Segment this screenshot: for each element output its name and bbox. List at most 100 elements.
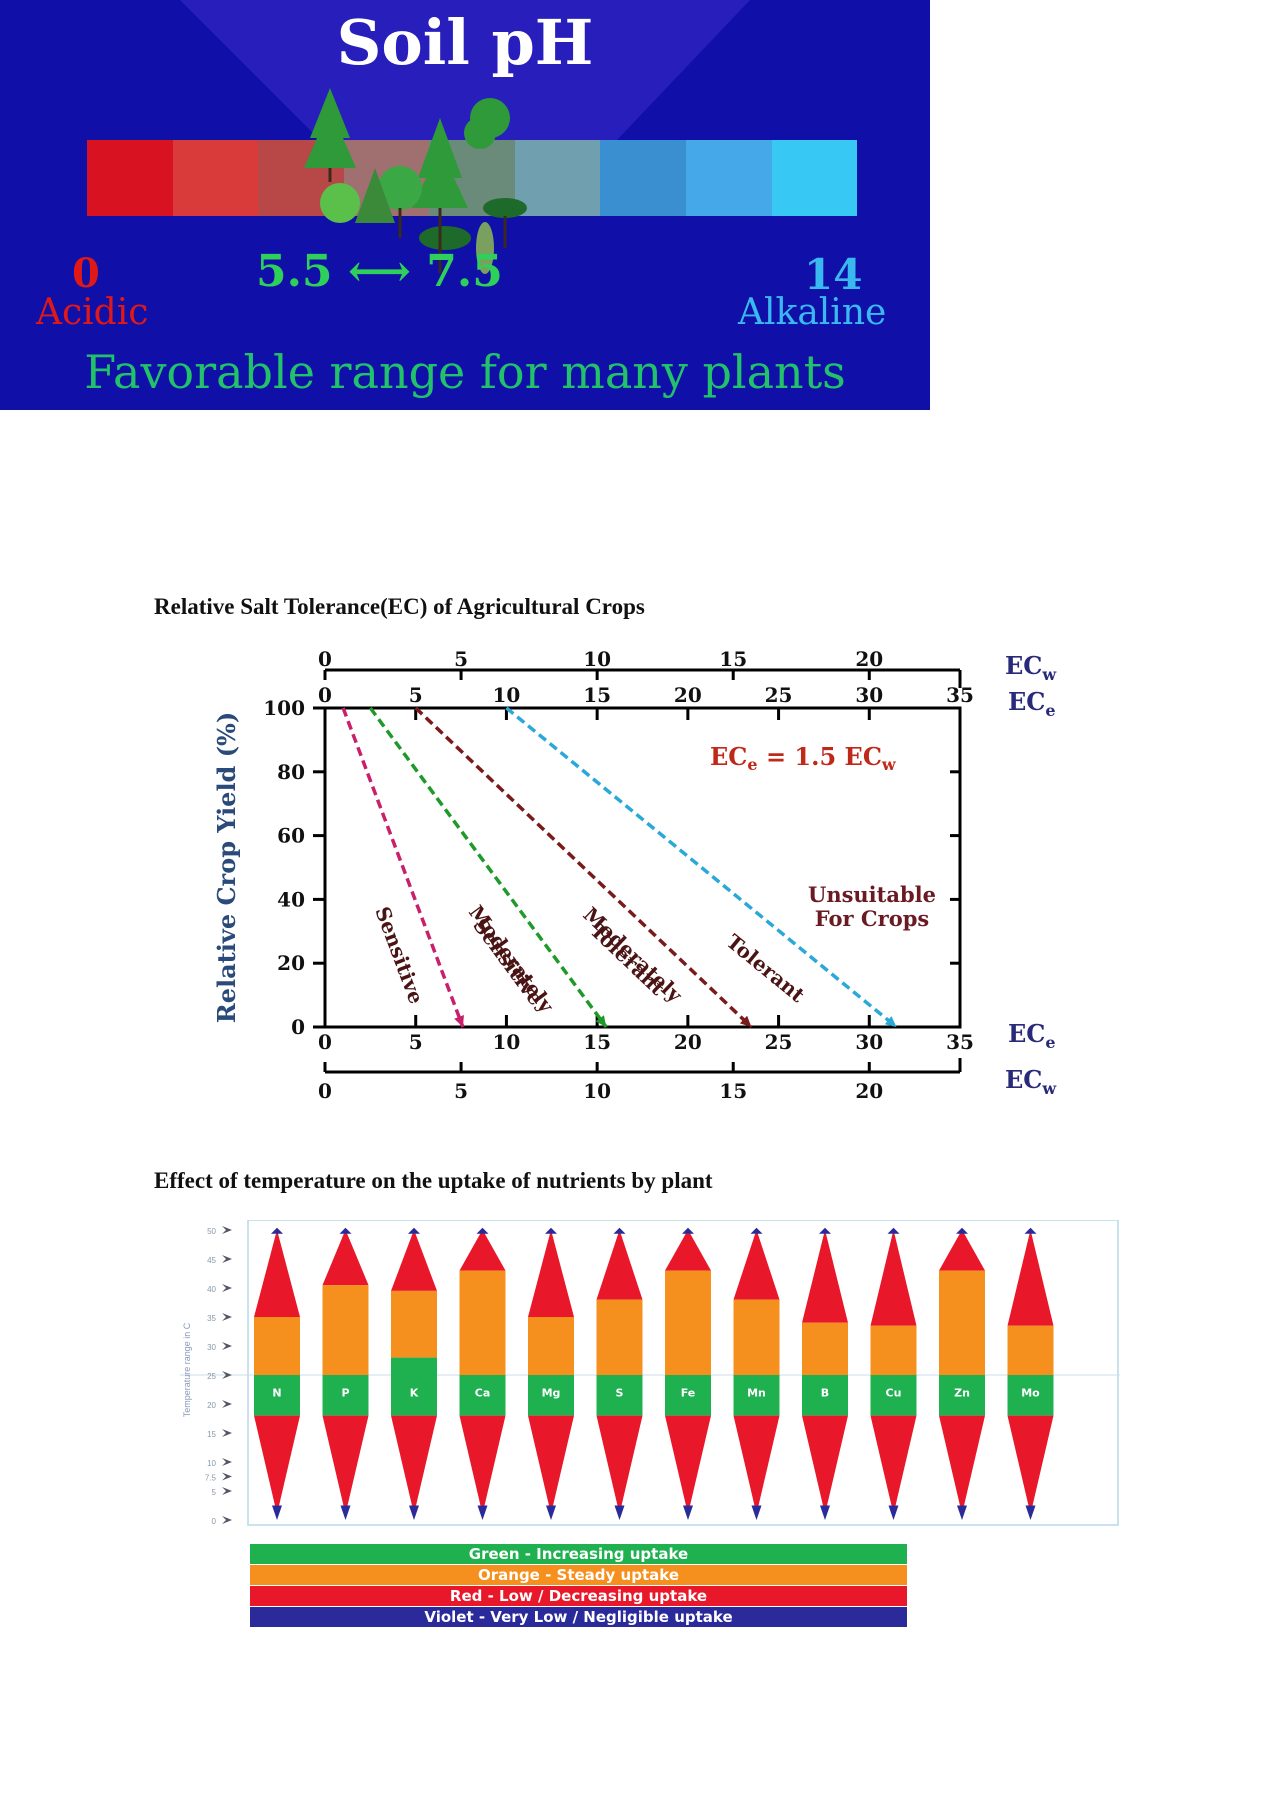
temp-tick-label: 40 [207,1285,216,1294]
red-upper-band [733,1229,780,1300]
temp-tick-label: 50 [207,1227,216,1236]
series-arrowhead [739,1015,752,1027]
ecw-bottom-tick-label: 15 [719,1079,747,1103]
green-band [870,1375,917,1416]
ph-max-value: 14 [804,250,863,299]
red-lower-band [802,1415,848,1515]
ecw-top-tick-label: 0 [318,647,332,671]
series-label: Tolerant [722,929,810,1007]
violet-upper-tip [887,1227,900,1234]
ece-top-tick-label: 25 [765,683,793,707]
temp-tick-marker [222,1284,232,1292]
temp-tick-label: 0 [212,1517,217,1526]
red-upper-band [596,1229,643,1300]
ph-acidic-label: Acidic [36,292,149,333]
ece-bottom-tick-label: 20 [674,1030,702,1054]
ph-scale-segment [514,140,601,216]
temp-tick-marker [222,1371,232,1379]
violet-lower-tip [272,1505,282,1520]
red-lower-band [596,1415,643,1515]
orange-band [939,1270,985,1375]
temp-tick-marker [222,1516,232,1524]
violet-lower-tip [477,1505,488,1520]
violet-lower-tip [820,1505,830,1520]
temp-tick-label: 15 [207,1430,216,1439]
orange-band [528,1317,574,1375]
nutrient-label: P [341,1386,349,1399]
unsuitable-region-label: For Crops [815,906,929,931]
ece-bottom-tick-label: 5 [409,1030,423,1054]
red-upper-band [665,1229,711,1271]
orange-band [870,1325,917,1375]
orange-band [802,1322,848,1375]
ece-bottom-tick-label: 10 [493,1030,521,1054]
violet-upper-tip [819,1227,831,1234]
temp-tick-label: 30 [207,1343,216,1352]
series-line-moderately-sensitive [368,706,608,1029]
ph-scale-segment [685,140,772,216]
ece-top-tick-label: 0 [318,683,332,707]
nutrient-label: Mg [542,1386,561,1399]
red-upper-band [802,1229,848,1323]
nutrient-label: Cu [886,1386,902,1399]
ph-caption: Favorable range for many plants [84,345,846,399]
ph-scale-segment [87,140,173,216]
ece-top-tick-label: 5 [409,683,423,707]
temp-tick-marker [222,1472,232,1481]
unsuitable-region-label: Unsuitable [808,882,936,907]
temp-tick-marker [222,1313,232,1321]
legend-item: Orange - Steady uptake [250,1565,907,1585]
ece-top-tick-label: 15 [583,683,611,707]
temp-tick-marker [222,1429,232,1437]
violet-upper-tip [682,1227,694,1234]
temp-axis-label: Temperature range in C [182,1322,192,1417]
red-upper-band [254,1229,300,1317]
nutrient-label: Fe [681,1386,696,1399]
y-tick-label: 60 [277,824,305,848]
green-band [939,1375,985,1416]
orange-band [322,1285,369,1375]
red-upper-band [1007,1229,1054,1326]
violet-lower-tip [957,1505,967,1520]
violet-upper-tip [1024,1227,1037,1234]
nutrient-label: Zn [954,1386,970,1399]
red-upper-band [391,1229,437,1291]
legend-item: Violet - Very Low / Negligible uptake [250,1607,907,1627]
green-band [665,1375,711,1416]
red-upper-band [528,1229,574,1317]
red-upper-band [322,1229,369,1286]
violet-lower-tip [614,1505,625,1520]
violet-lower-tip [683,1505,693,1520]
ece-bottom-tick-label: 15 [583,1030,611,1054]
violet-lower-tip [409,1505,419,1520]
orange-band [596,1299,643,1375]
ph-alkaline-label: Alkaline [738,292,887,333]
green-band [322,1375,369,1416]
nutrient-label: Mo [1021,1386,1040,1399]
violet-lower-tip [340,1505,351,1520]
temp-tick-marker [222,1255,232,1263]
plot-frame [323,706,962,1029]
temp-tick-marker [222,1400,232,1408]
series-arrowhead [454,1015,464,1027]
red-lower-band [665,1415,711,1515]
ph-title: Soil pH [336,6,594,79]
ecw-bottom-tick-label: 0 [318,1079,332,1103]
ece-axis-label-top: ECe [1008,687,1056,720]
ece-top-tick-label: 20 [674,683,702,707]
ph-min-value: 0 [72,250,100,297]
red-lower-band [254,1415,300,1515]
red-lower-band [322,1415,369,1515]
ph-scale-segment [600,140,686,216]
salt-tolerance-title: Relative Salt Tolerance(EC) of Agricultu… [154,594,645,619]
temp-tick-marker [222,1342,232,1350]
series-line-sensitive [341,707,465,1028]
temp-tick-label: 20 [207,1401,216,1410]
orange-band [733,1299,780,1375]
red-lower-band [459,1415,506,1515]
y-tick-label: 100 [263,696,305,720]
series-arrowhead [884,1016,897,1027]
red-upper-band [939,1229,985,1271]
equation-label: ECe = 1.5 ECw [710,742,897,774]
